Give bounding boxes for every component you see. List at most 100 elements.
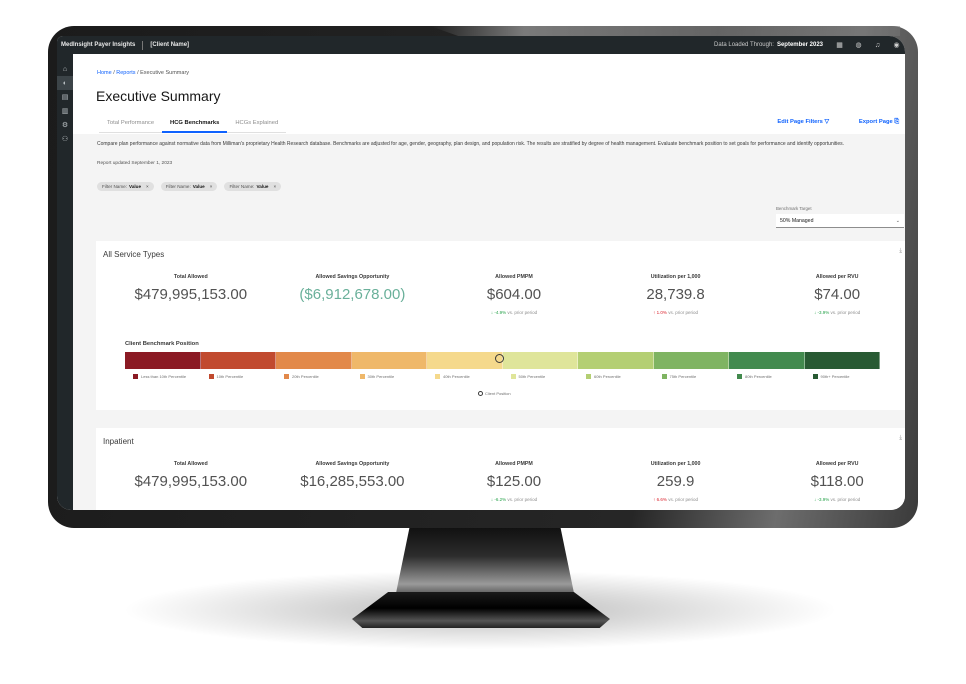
page-actions: Edit Page Filters ▽ Export Page ⎘ (747, 119, 899, 126)
percentile-segment (200, 352, 276, 369)
legend-swatch (737, 374, 742, 379)
percentile-segment (351, 352, 427, 369)
legend-item: 20th Percentile (276, 374, 352, 379)
legend-item: 75th Percentile (654, 374, 730, 379)
benchmark-target-value: 50% Managed (780, 217, 814, 224)
legend-item: 80th Percentile (729, 374, 805, 379)
inpatient-card: Inpatient ⤓ Total Allowed $479,995,153.0… (96, 428, 905, 510)
benchmark-position-title: Client Benchmark Position (125, 341, 199, 347)
legend-item: 90th+ Percentile (805, 374, 881, 379)
kpi-allowed-per-rvu: Allowed per RVU $74.00 ↓ -3.9% vs. prior… (814, 274, 861, 315)
settings-icon: ⚙ (61, 122, 69, 129)
kpi-allowed-savings-opportunity: Allowed Savings Opportunity ($6,912,678.… (299, 274, 406, 303)
chart-icon: ▥ (61, 108, 69, 115)
close-icon[interactable]: × (209, 184, 213, 189)
monitor-stand-base (352, 592, 610, 628)
close-icon[interactable]: × (273, 184, 277, 189)
tab-hcg-benchmarks[interactable]: HCG Benchmarks (162, 120, 228, 133)
benchmark-target-select[interactable]: 50% Managed ⌄ (776, 214, 904, 228)
kpi-allowed-pmpm: Allowed PMPM $125.00 ↓ -6.2% vs. prior p… (486, 461, 542, 502)
kpi-allowed-savings-opportunity: Allowed Savings Opportunity $16,285,553.… (300, 461, 405, 490)
tab-hcgs-explained[interactable]: HCGs Explained (227, 120, 287, 133)
document-icon: ▤ (61, 94, 69, 101)
monitor-stand-neck (395, 528, 575, 598)
download-icon[interactable]: ⤓ (899, 248, 902, 254)
breadcrumb-current: Executive Summary (140, 70, 190, 76)
percentile-segment (427, 352, 503, 369)
filter-chip[interactable]: Filter Name: Value × (160, 182, 218, 191)
card-title: All Service Types (103, 250, 165, 259)
report-updated: Report updated September 1, 2023 (97, 161, 173, 166)
client-position-icon (478, 391, 483, 396)
legend-swatch (435, 374, 440, 379)
legend-item: 10th Percentile (201, 374, 277, 379)
percentile-legend: Less than 10th Percentile 10th Percentil… (125, 374, 880, 379)
benchmark-target-label: Benchmark Target (776, 206, 812, 211)
export-page-button[interactable]: Export Page ⎘ (858, 119, 899, 125)
kpi-utilization-per-1000: Utilization per 1,000 259.9 ↑ 6.6% vs. p… (650, 461, 701, 502)
monitor-screen: MedInsight Payer Insights [Client Name] … (57, 36, 905, 510)
legend-item: Less than 10th Percentile (125, 374, 201, 379)
kpi-allowed-pmpm: Allowed PMPM $604.00 ↓ -4.9% vs. prior p… (486, 274, 542, 315)
sidebar-item-documents[interactable]: ▤ (57, 90, 73, 104)
kpi-utilization-per-1000: Utilization per 1,000 28,739.8 ↑ 1.0% vs… (646, 274, 705, 315)
percentile-segment (276, 352, 352, 369)
card-title: Inpatient (103, 437, 134, 446)
percentile-segment (578, 352, 654, 369)
legend-swatch (359, 374, 365, 379)
notification-icon[interactable]: ♫ (874, 41, 881, 49)
app-name[interactable]: MedInsight Payer Insights (61, 42, 136, 48)
calendar-icon[interactable]: ▦ (836, 42, 843, 49)
close-icon[interactable]: × (146, 184, 149, 189)
filter-chip[interactable]: Filter Name: Value × (224, 182, 282, 191)
legend-swatch (133, 374, 138, 379)
sidebar-item-users[interactable]: ⚇ (57, 132, 73, 146)
percentile-segment (729, 352, 805, 369)
legend-swatch (208, 374, 214, 379)
legend-swatch (284, 374, 289, 379)
page-title: Executive Summary (96, 88, 221, 104)
users-icon: ⚇ (61, 136, 69, 143)
kpi-total-allowed: Total Allowed $479,995,153.00 (134, 461, 248, 490)
kpi-allowed-per-rvu: Allowed per RVU $118.00 ↓ -3.9% vs. prio… (810, 461, 864, 502)
filter-chip[interactable]: Filter Name: Value × (97, 182, 154, 191)
legend-item: 60th Percentile (578, 374, 654, 379)
user-icon[interactable]: ◉ (893, 42, 900, 49)
breadcrumb: Home / Reports / Executive Summary (97, 70, 190, 76)
all-service-types-card: All Service Types ⤓ Total Allowed $479,9… (96, 241, 905, 410)
help-icon[interactable]: ◍ (855, 42, 862, 49)
data-loaded-status: Data Loaded Through: September 2023 (714, 42, 823, 48)
percentile-segment (125, 352, 201, 369)
page-description: Compare plan performance against normati… (97, 141, 845, 147)
download-icon[interactable]: ⤓ (899, 435, 902, 441)
sidebar: ⌂ ◐ ▤ ▥ ⚙ ⚇ (57, 54, 73, 510)
legend-swatch (510, 374, 516, 379)
percentile-segment (653, 352, 729, 369)
legend-item: 50th Percentile (503, 374, 579, 379)
sidebar-item-reports[interactable]: ◐ (57, 76, 73, 90)
percentile-bar (125, 352, 880, 369)
header-divider (142, 40, 144, 50)
edit-page-filters-button[interactable]: Edit Page Filters ▽ (777, 119, 829, 125)
sidebar-item-home[interactable]: ⌂ (57, 62, 73, 76)
legend-item: 30th Percentile (352, 374, 428, 379)
legend-swatch (661, 374, 667, 379)
tab-total-performance[interactable]: Total Performance (99, 120, 163, 133)
client-position-marker (495, 354, 504, 363)
tab-bar: Total Performance HCG Benchmarks HCGs Ex… (99, 120, 287, 133)
sidebar-item-charts[interactable]: ▥ (57, 104, 73, 118)
filter-chips: Filter Name: Value × Filter Name: Value × Fi… (97, 182, 288, 191)
percentile-segment (502, 352, 578, 369)
top-header-bar: MedInsight Payer Insights [Client Name] … (57, 36, 905, 54)
breadcrumb-home[interactable]: Home (97, 70, 112, 76)
legend-item: 40th Percentile (427, 374, 503, 379)
percentile-segment (804, 352, 880, 369)
main-content: Home / Reports / Executive Summary Execu… (73, 54, 905, 510)
data-loaded-label: Data Loaded Through: (714, 42, 774, 48)
reports-icon: ◐ (62, 79, 68, 87)
sidebar-item-settings[interactable]: ⚙ (57, 118, 73, 132)
legend-swatch (812, 374, 818, 379)
home-icon: ⌂ (62, 65, 68, 73)
data-loaded-value: September 2023 (776, 42, 823, 48)
breadcrumb-reports[interactable]: Reports (116, 70, 136, 76)
